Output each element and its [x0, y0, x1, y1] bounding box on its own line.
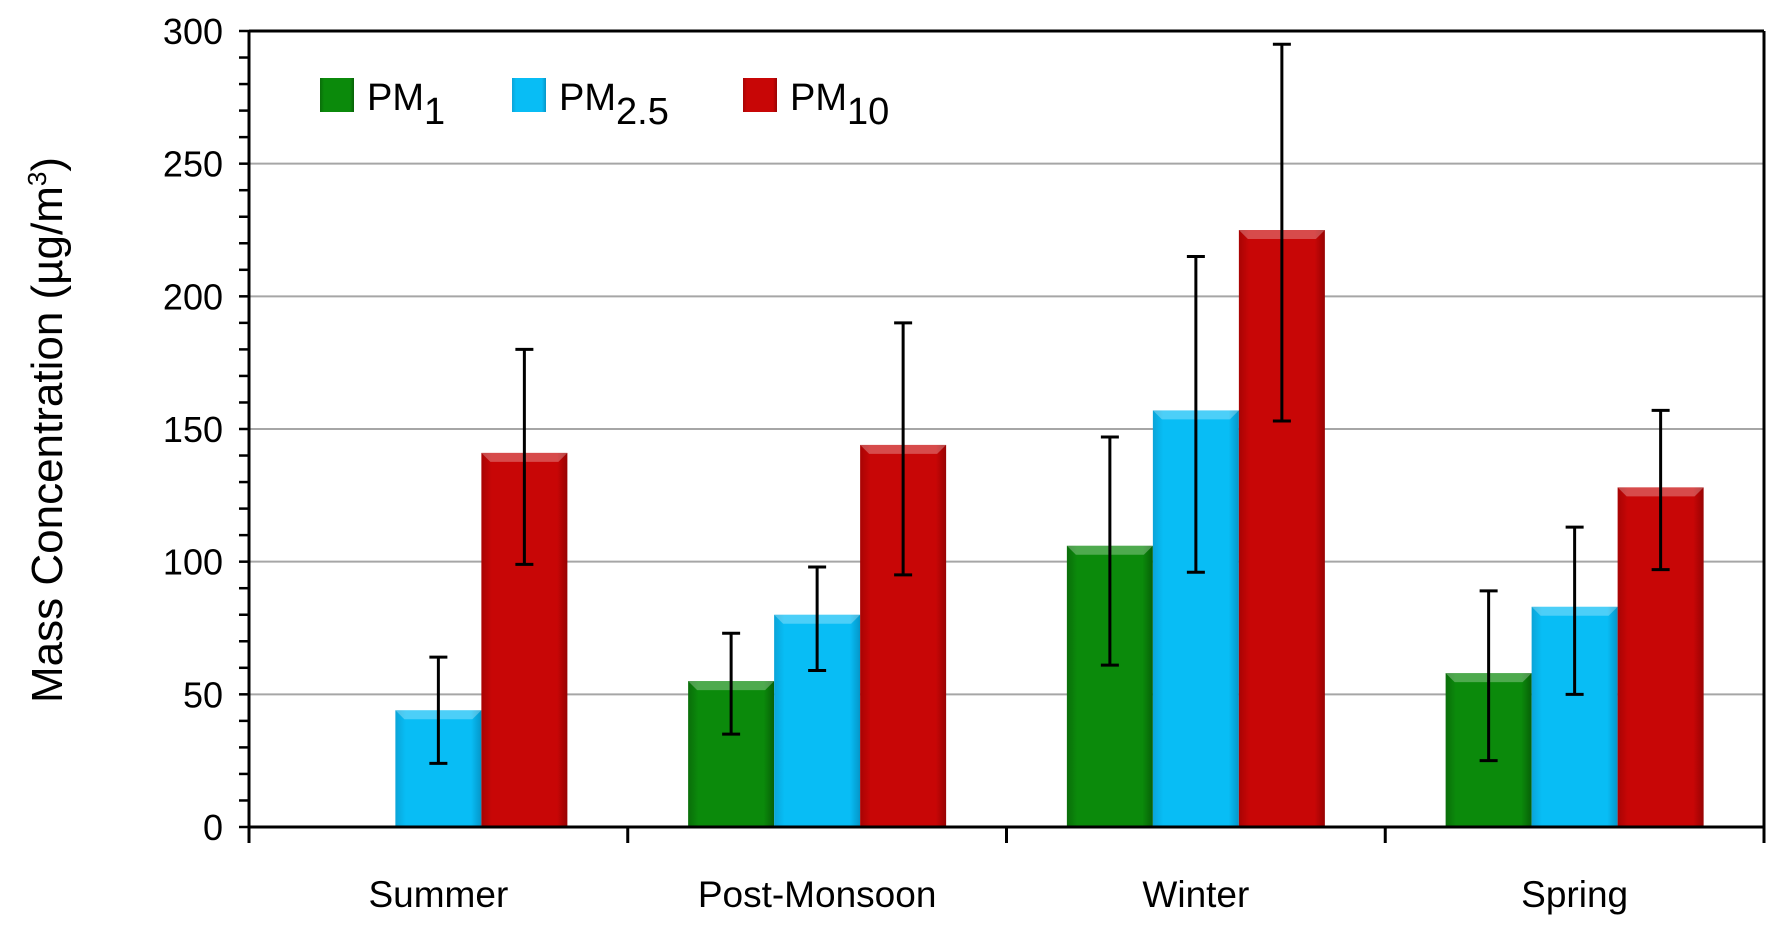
legend-swatch	[743, 78, 777, 112]
legend-label: PM10	[790, 77, 889, 133]
y-tick-label: 0	[203, 807, 223, 848]
y-tick-label: 150	[163, 409, 223, 450]
legend-label: PM1	[367, 77, 445, 133]
x-category-label: Winter	[1142, 874, 1249, 915]
x-category-label: Spring	[1521, 874, 1628, 915]
y-tick-label: 50	[183, 674, 223, 715]
legend-item-PM10: PM10	[743, 77, 889, 133]
axes	[239, 29, 1766, 843]
x-category-label: Summer	[368, 874, 508, 915]
y-axis-title: Mass Concentration (µg/m3)	[22, 157, 72, 703]
legend-swatch	[320, 78, 354, 112]
y-tick-label: 100	[163, 542, 223, 583]
y-tick-label: 200	[163, 276, 223, 317]
legend-label: PM2.5	[559, 77, 669, 133]
category-labels: Summer Post-Monsoon Winter Spring	[368, 874, 1628, 915]
y-tick-label: 250	[163, 144, 223, 185]
legend-swatch	[512, 78, 546, 112]
y-tick-labels: 0 50 100 150 200 250 300	[163, 11, 223, 848]
legend-item-PM2_5: PM2.5	[512, 77, 669, 133]
error-bars	[429, 42, 1670, 765]
y-tick-label: 300	[163, 11, 223, 52]
bars	[395, 230, 1704, 827]
legend-item-PM1: PM1	[320, 77, 445, 133]
x-category-label: Post-Monsoon	[698, 874, 937, 915]
legend: PM1 PM2.5 PM10	[320, 77, 889, 133]
